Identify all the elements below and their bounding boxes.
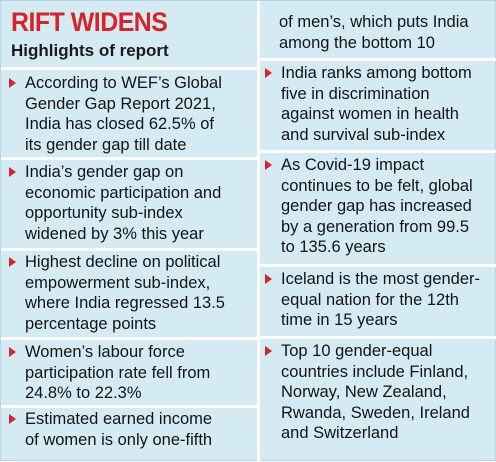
bullet-arrow-icon [265, 160, 272, 170]
row-divider [1, 67, 257, 70]
bullet-item: India ranks among bottom five in discrim… [265, 63, 493, 145]
row-divider [1, 337, 257, 340]
bullet-arrow-icon [9, 167, 16, 177]
row-divider [260, 58, 496, 61]
bullet-item: According to WEF’s Global Gender Gap Rep… [9, 73, 255, 155]
bullet-item: As Covid-19 impact continues to be felt,… [265, 155, 493, 258]
infographic-title: RIFT WIDENS [11, 7, 168, 37]
bullet-item: Highest decline on political empowerment… [9, 252, 255, 334]
row-divider [1, 157, 257, 160]
bullet-arrow-icon [9, 257, 16, 267]
bullet-arrow-icon [9, 78, 16, 88]
bullet-item: Top 10 gender-equal countries include Fi… [265, 341, 493, 444]
bullet-item: Estimated earned income of women is only… [9, 409, 255, 450]
bullet-arrow-icon [265, 346, 272, 356]
bullet-arrow-icon [9, 414, 16, 424]
row-divider [260, 150, 496, 153]
bullet-item: Iceland is the most gender- equal nation… [265, 269, 493, 331]
row-divider [260, 264, 496, 267]
infographic-subtitle: Highlights of report [11, 41, 169, 60]
bullet-arrow-icon [265, 68, 272, 78]
bullet-arrow-icon [265, 274, 272, 284]
row-divider [260, 336, 496, 339]
column-divider [257, 1, 260, 462]
row-divider [1, 405, 257, 408]
bullet-continuation: of men’s, which puts India among the bot… [279, 13, 469, 52]
bullet-item: India’s gender gap on economic participa… [9, 162, 255, 244]
bullet-item: Women’s labour force participation rate … [9, 342, 255, 404]
row-divider [1, 248, 257, 251]
bullet-arrow-icon [9, 347, 16, 357]
